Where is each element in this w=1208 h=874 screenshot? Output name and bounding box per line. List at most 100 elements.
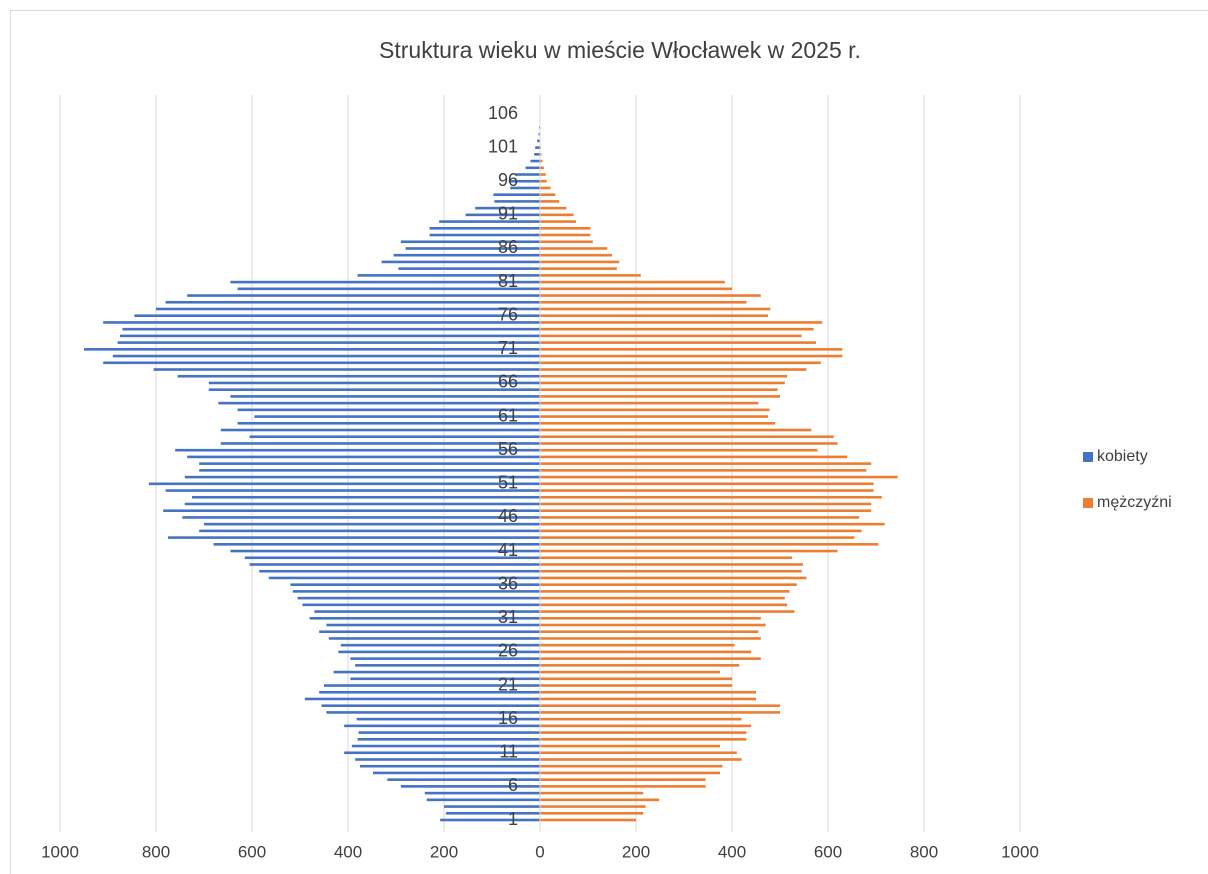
bar xyxy=(319,690,540,694)
bar xyxy=(540,300,747,304)
bar xyxy=(540,731,747,734)
bar xyxy=(540,603,788,607)
bar xyxy=(493,193,540,196)
y-tick-label: 16 xyxy=(498,708,518,728)
y-tick-label: 106 xyxy=(488,103,518,123)
bar xyxy=(192,495,540,499)
bar xyxy=(540,227,591,230)
bar xyxy=(540,738,747,741)
bar xyxy=(540,341,816,344)
bar xyxy=(230,549,540,553)
bar xyxy=(540,267,617,270)
bar xyxy=(326,623,540,627)
bar xyxy=(540,751,737,755)
bar xyxy=(355,758,540,761)
bar xyxy=(540,805,646,808)
y-tick-label: 96 xyxy=(498,170,518,190)
bar xyxy=(208,388,541,391)
bar xyxy=(324,684,540,687)
bar xyxy=(540,469,867,472)
bar xyxy=(540,616,761,620)
bar xyxy=(540,522,885,526)
bar xyxy=(540,354,843,358)
bar xyxy=(187,294,540,297)
bar xyxy=(297,596,540,600)
y-tick-label: 61 xyxy=(498,405,518,425)
bar xyxy=(220,442,541,445)
bar xyxy=(475,206,540,210)
bar xyxy=(357,274,540,277)
bar xyxy=(540,637,761,640)
bar xyxy=(540,811,644,815)
bar xyxy=(424,791,540,795)
bar xyxy=(540,664,740,667)
bar xyxy=(540,448,818,452)
bar xyxy=(540,623,766,627)
bar xyxy=(372,771,540,775)
bar xyxy=(540,435,834,439)
bar xyxy=(540,536,855,539)
bar xyxy=(199,469,540,472)
bar xyxy=(540,408,770,412)
bar xyxy=(333,670,540,674)
bar xyxy=(540,590,790,593)
legend-label: mężczyźni xyxy=(1097,494,1172,511)
bar xyxy=(540,798,660,802)
bar xyxy=(319,630,540,634)
bar xyxy=(540,785,706,788)
bar xyxy=(540,381,785,385)
bar xyxy=(117,341,540,344)
y-tick-label: 41 xyxy=(498,540,518,560)
bar xyxy=(254,415,540,418)
bar xyxy=(357,738,540,741)
bar xyxy=(540,421,776,425)
bar xyxy=(535,146,540,149)
bar xyxy=(237,408,540,412)
bar xyxy=(230,280,540,284)
bar xyxy=(534,153,540,156)
bar xyxy=(163,509,540,513)
bar xyxy=(540,630,759,634)
bar xyxy=(540,307,771,311)
bar xyxy=(540,576,807,580)
bar xyxy=(292,590,540,593)
bar xyxy=(439,220,540,223)
bar xyxy=(540,280,725,284)
bar xyxy=(249,435,540,439)
bar xyxy=(177,374,540,378)
bar xyxy=(516,173,540,176)
bar xyxy=(540,193,556,196)
legend-swatch xyxy=(1083,452,1093,462)
bar xyxy=(540,206,567,210)
bar xyxy=(540,583,797,586)
bar xyxy=(204,522,540,526)
bar xyxy=(540,657,761,660)
y-tick-label: 21 xyxy=(498,674,518,694)
bar xyxy=(429,233,540,237)
x-tick-label: 1000 xyxy=(1001,842,1039,861)
bar xyxy=(344,751,540,755)
bar xyxy=(381,260,540,264)
bar xyxy=(304,697,540,701)
bar xyxy=(540,744,720,748)
bar xyxy=(540,489,874,492)
bar xyxy=(540,684,732,687)
bar xyxy=(540,401,759,405)
bar xyxy=(540,529,862,533)
bar xyxy=(122,327,541,331)
bar xyxy=(444,805,540,808)
bar xyxy=(540,697,756,701)
bar xyxy=(165,300,540,304)
y-tick-label: 101 xyxy=(488,136,518,156)
bar xyxy=(540,596,785,600)
bar xyxy=(326,711,540,714)
bar xyxy=(103,321,540,324)
bar xyxy=(153,368,540,371)
bar xyxy=(540,327,814,331)
x-tick-label: 400 xyxy=(334,842,362,861)
bar xyxy=(314,610,540,613)
bar xyxy=(302,603,540,607)
x-tick-label: 200 xyxy=(430,842,458,861)
bar xyxy=(290,583,540,586)
bar xyxy=(537,139,540,143)
